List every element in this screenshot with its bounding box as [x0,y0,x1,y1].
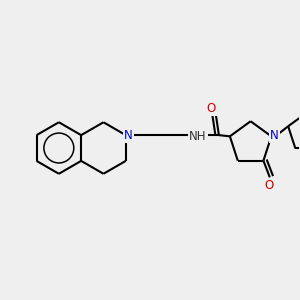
Text: O: O [206,102,216,115]
Text: N: N [270,129,279,142]
Text: NH: NH [189,130,207,142]
Text: N: N [124,129,133,142]
Text: O: O [264,179,273,192]
